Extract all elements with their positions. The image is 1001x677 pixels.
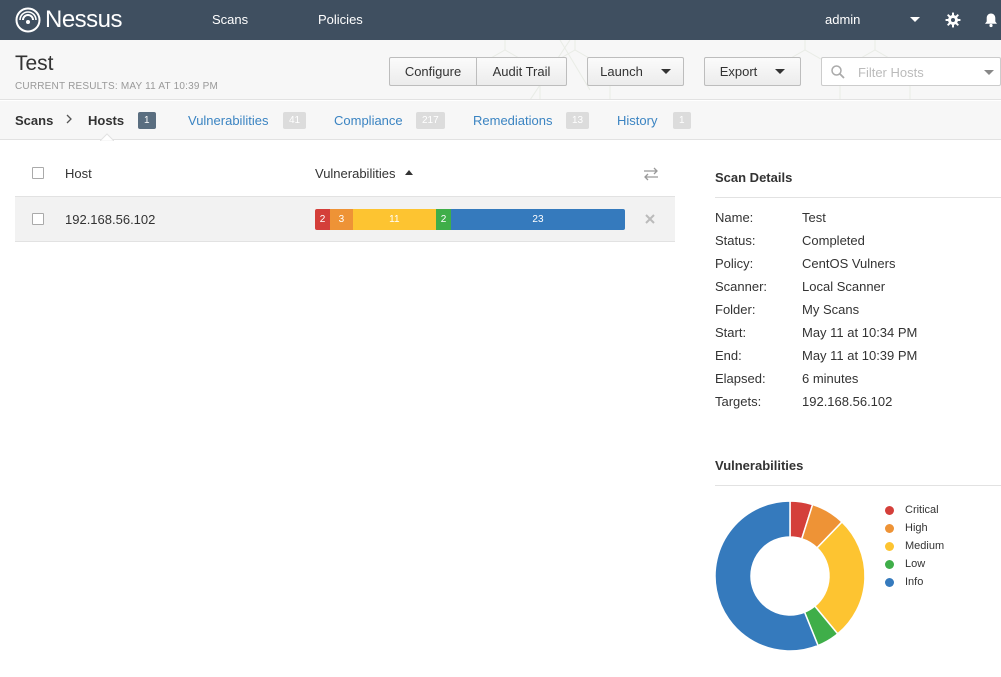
bell-icon[interactable]	[983, 12, 999, 28]
detail-label-start: Start:	[715, 325, 747, 340]
detail-value-elapsed: 6 minutes	[802, 371, 859, 386]
donut-slice-info[interactable]	[714, 500, 820, 652]
info-segment: 23	[451, 209, 625, 230]
detail-value-name: Test	[802, 210, 826, 225]
select-all-checkbox[interactable]	[32, 167, 44, 179]
tab-compliance[interactable]: Compliance	[334, 113, 403, 128]
hosts-count-badge: 1	[138, 112, 156, 129]
user-menu[interactable]: admin	[825, 12, 861, 27]
host-ip[interactable]: 192.168.56.102	[65, 212, 156, 227]
detail-label-policy: Policy:	[715, 256, 754, 271]
vulnerabilities-chart-heading: Vulnerabilities	[715, 458, 804, 473]
legend-item-low[interactable]: Low	[885, 557, 925, 571]
legend-label-high: High	[905, 522, 928, 534]
nessus-logo-icon	[15, 7, 41, 33]
detail-value-end: May 11 at 10:39 PM	[802, 348, 918, 363]
detail-value-targets: 192.168.56.102	[802, 394, 893, 409]
legend-swatch-high	[885, 523, 894, 533]
gear-icon[interactable]	[945, 12, 961, 28]
launch-button-label: Launch	[600, 64, 643, 79]
critical-segment: 2	[315, 209, 331, 230]
breadcrumb-scans[interactable]: Scans	[15, 113, 54, 128]
hosts-table-header: Host Vulnerabilities	[15, 152, 675, 197]
tab-remediations[interactable]: Remediations	[473, 113, 553, 128]
legend-item-critical[interactable]: Critical	[885, 503, 939, 517]
table-row[interactable]: 192.168.56.102 2 3 11 2 23	[15, 197, 675, 242]
configure-button-label: Configure	[404, 64, 462, 79]
detail-label-name: Name:	[715, 210, 754, 225]
app-name: Nessus	[45, 6, 123, 33]
launch-caret-icon	[660, 69, 671, 74]
scan-details-heading: Scan Details	[715, 170, 793, 185]
detail-label-scanner: Scanner:	[715, 279, 768, 294]
high-segment: 3	[330, 209, 353, 230]
search-icon	[831, 65, 845, 79]
filter-hosts-input[interactable]: Filter Hosts	[821, 57, 1001, 86]
export-button[interactable]: Export	[704, 57, 801, 86]
sort-ascending-icon[interactable]	[405, 170, 413, 175]
legend-label-low: Low	[905, 558, 926, 570]
divider	[715, 197, 1001, 198]
export-caret-icon	[775, 69, 786, 74]
detail-label-status: Status:	[715, 233, 756, 248]
detail-value-scanner: Local Scanner	[802, 279, 886, 294]
legend-item-info[interactable]: Info	[885, 575, 923, 589]
detail-label-targets: Targets:	[715, 394, 762, 409]
page-header: Test CURRENT RESULTS: MAY 11 AT 10:39 PM…	[0, 40, 1001, 100]
detail-value-folder: My Scans	[802, 302, 860, 317]
tab-vulnerabilities[interactable]: Vulnerabilities	[188, 113, 269, 128]
swap-columns-icon[interactable]	[643, 167, 659, 181]
detail-value-start: May 11 at 10:34 PM	[802, 325, 918, 340]
compliance-count-badge: 217	[416, 112, 445, 129]
legend-item-high[interactable]: High	[885, 521, 928, 535]
remediations-count-badge: 13	[566, 112, 590, 129]
vulnerabilities-count-badge: 41	[283, 112, 307, 129]
column-host[interactable]: Host	[65, 166, 92, 181]
vulnerabilities-donut-chart	[714, 500, 866, 652]
export-button-label: Export	[719, 64, 758, 79]
detail-label-end: End:	[715, 348, 742, 363]
nav-scans[interactable]: Scans	[212, 12, 249, 27]
tab-history[interactable]: History	[617, 113, 658, 128]
donut-slice-medium[interactable]	[813, 520, 866, 635]
legend-swatch-info	[885, 577, 894, 587]
column-vulnerabilities[interactable]: Vulnerabilities	[315, 166, 396, 181]
low-segment: 2	[435, 209, 452, 230]
detail-label-elapsed: Elapsed:	[715, 371, 766, 386]
top-bar: Nessus Scans Policies admin	[0, 0, 1001, 40]
detail-label-folder: Folder:	[715, 302, 756, 317]
nessus-logo[interactable]: Nessus	[15, 6, 123, 34]
filter-hosts-placeholder: Filter Hosts	[858, 65, 924, 80]
divider	[715, 485, 1001, 486]
detail-value-policy: CentOS Vulners	[802, 256, 896, 271]
close-icon[interactable]	[644, 213, 656, 225]
page-title: Test	[15, 52, 54, 75]
audit-trail-button[interactable]: Audit Trail	[476, 57, 567, 86]
detail-value-status: Completed	[802, 233, 865, 248]
legend-swatch-critical	[885, 505, 894, 515]
configure-button[interactable]: Configure	[389, 57, 477, 86]
active-tab-pointer	[100, 133, 114, 141]
legend-label-critical: Critical	[905, 504, 939, 516]
legend-swatch-medium	[885, 541, 894, 551]
legend-item-medium[interactable]: Medium	[885, 539, 944, 553]
launch-button[interactable]: Launch	[587, 57, 684, 86]
chevron-right-icon	[66, 114, 72, 124]
legend-swatch-low	[885, 559, 894, 569]
vulnerability-bar[interactable]: 2 3 11 2 23	[315, 209, 625, 230]
row-checkbox[interactable]	[32, 213, 44, 225]
tab-bar: Scans Hosts 1 Vulnerabilities 41 Complia…	[0, 101, 1001, 140]
medium-segment: 11	[352, 209, 436, 230]
audit-trail-button-label: Audit Trail	[492, 64, 551, 79]
filter-dropdown-caret-icon[interactable]	[984, 70, 994, 75]
user-menu-caret-icon[interactable]	[910, 17, 920, 22]
history-count-badge: 1	[673, 112, 691, 129]
current-results-subtitle: CURRENT RESULTS: MAY 11 AT 10:39 PM	[15, 81, 218, 92]
tab-hosts[interactable]: Hosts	[88, 113, 125, 128]
legend-label-info: Info	[905, 576, 924, 588]
nav-policies[interactable]: Policies	[318, 12, 363, 27]
legend-label-medium: Medium	[905, 540, 945, 552]
